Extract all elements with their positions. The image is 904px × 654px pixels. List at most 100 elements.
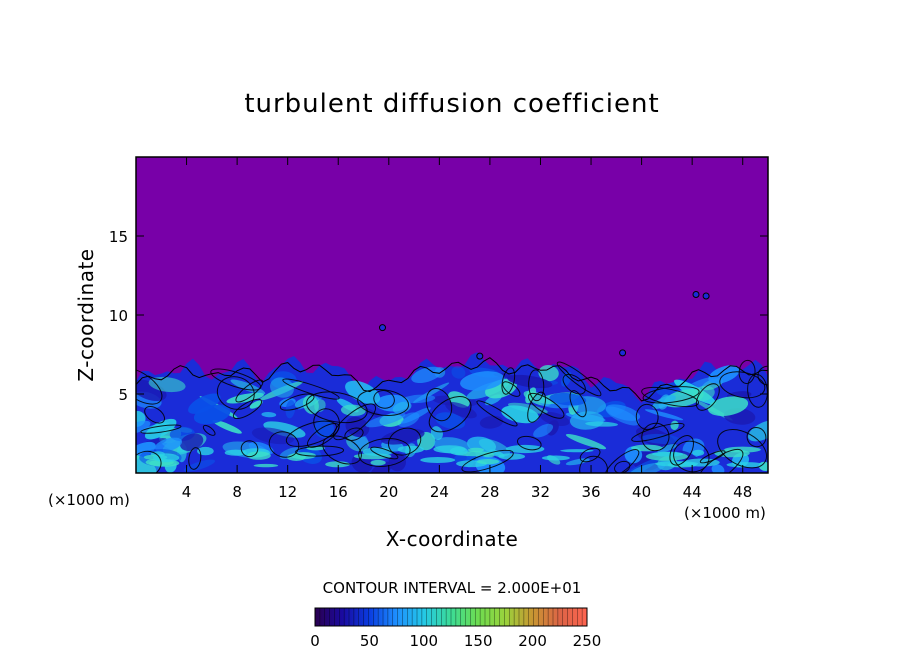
eddy [507,374,553,389]
contour-line [282,378,340,400]
contour-line [501,367,516,395]
contour-line [322,435,362,465]
x-tick-label: 4 [182,483,192,501]
contour-line [528,369,545,402]
isolated-contour [379,324,386,332]
eddy [460,371,505,391]
eddy [144,418,177,440]
colorbar-ticks: 0 50 100 150 200 250 [310,632,601,650]
contour-line [738,359,756,384]
contour-line [306,391,368,424]
eddy [365,412,406,428]
contour-line [502,381,521,397]
x-tick-label: 20 [379,483,398,501]
contour-line [642,386,700,404]
contour-line [699,450,726,464]
isolated-contour [692,291,700,298]
eddy [585,421,618,427]
contour-line [285,420,337,447]
contour-line [373,390,395,409]
contour-line [695,383,720,411]
contour-line [136,367,163,405]
surface-streak [433,445,466,454]
surface-streak [370,459,386,466]
y-axis-ticks: 5 10 15 [109,228,768,404]
colorbar-tick-label: 50 [360,632,379,650]
eddy [435,412,466,430]
x-tick-label: 44 [683,483,702,501]
eddy [230,379,266,395]
contour-line [527,391,547,423]
surface-streak [246,451,271,460]
plot-area [136,157,768,473]
x-tick-label: 40 [632,483,651,501]
eddy [411,366,442,384]
contour-line [344,427,364,441]
contour-line [370,446,399,460]
eddy [629,462,666,473]
contour-line [210,368,262,391]
eddy [179,433,204,451]
contour-line [604,449,640,473]
eddy [538,365,559,382]
surface-streak [541,455,570,461]
colorbar-tick-label: 200 [518,632,547,650]
surface-streak [692,449,705,456]
contour-line [631,422,685,442]
eddy [136,420,151,434]
contour-line [556,361,602,397]
contour-line [295,445,345,457]
x-tick-label: 32 [531,483,550,501]
contour-line [240,440,259,458]
contour-line [516,435,542,451]
x-tick-label: 48 [733,483,752,501]
colorbar-tick-label: 100 [409,632,438,650]
eddy [285,400,296,419]
contour-line [202,424,216,436]
y-tick-label: 5 [118,386,128,404]
contour-line [358,438,411,467]
contour-line [476,400,518,427]
x-unit-right: (×1000 m) [684,504,766,522]
eddy [261,411,277,418]
eddy [657,443,677,453]
eddy [381,428,425,445]
surface-streak [476,459,500,465]
x-tick-label: 8 [232,483,242,501]
colorbar: 0 50 100 150 200 250 [310,607,601,650]
eddy [388,452,407,472]
colorbar-tick-label: 0 [310,632,320,650]
isolated-contour [619,349,627,357]
contour-line [140,424,182,434]
contour-line [216,376,255,410]
eddy [549,392,587,406]
surface-streak [253,463,279,468]
eddy [533,423,554,438]
eddy [400,407,431,424]
contour-line [579,447,601,463]
eddy [263,421,306,438]
colorbar-divisions [319,608,583,626]
contour-line [332,403,377,441]
surface-streak [153,453,180,463]
eddy [188,393,221,414]
surface-streak [652,451,684,457]
isolated-contour [476,352,484,360]
x-axis-ticks: 4 8 12 16 20 24 28 32 36 40 44 48 [182,157,752,501]
contour-line [746,426,767,448]
contour-interval-label: CONTOUR INTERVAL = 2.000E+01 [323,579,582,597]
contour-line [717,429,768,469]
contour-line [136,450,162,473]
surface-streak [482,453,495,458]
eddy [136,441,156,461]
contour-line [188,447,202,470]
eddy [154,437,183,452]
x-tick-label: 16 [329,483,348,501]
colorbar-tick-label: 150 [464,632,493,650]
eddy [148,376,186,393]
isolated-contour [702,292,710,300]
eddy [249,400,263,409]
eddy [540,411,570,426]
x-tick-label: 28 [480,483,499,501]
